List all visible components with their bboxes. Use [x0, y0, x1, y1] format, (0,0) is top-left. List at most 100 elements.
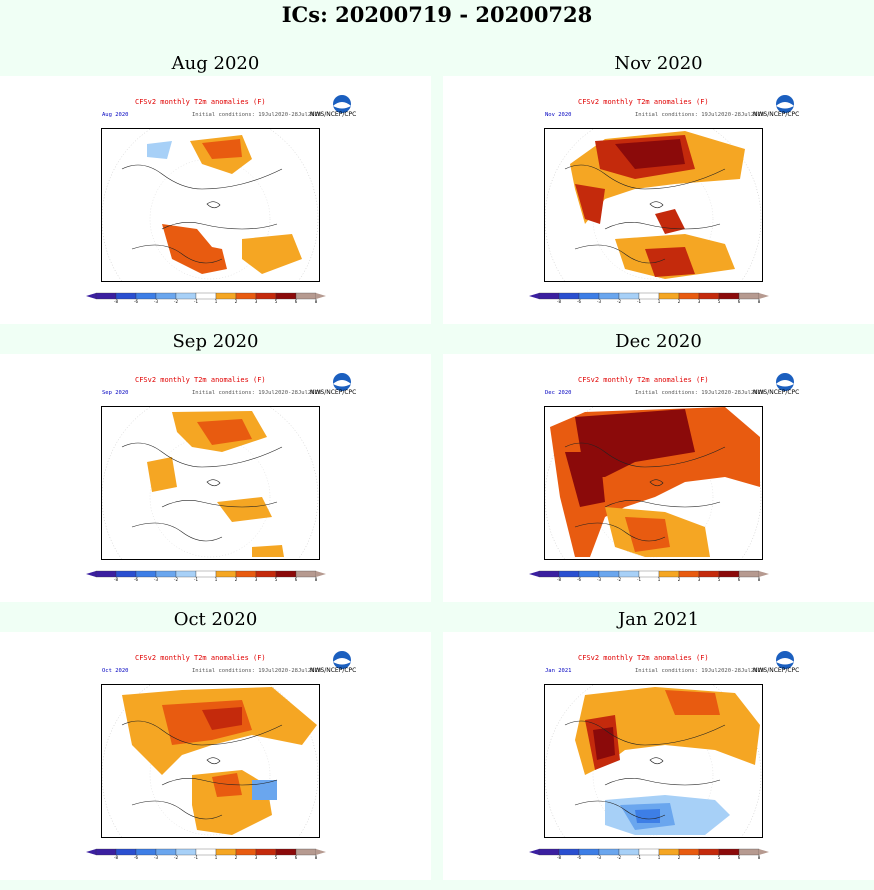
coastline	[206, 757, 221, 765]
colorbar-swatch	[235, 848, 257, 856]
colorbar-tick-label: 3	[698, 577, 701, 581]
colorbar-swatch	[738, 570, 760, 578]
colorbar-tick-label: -2	[617, 577, 621, 581]
coastline	[574, 800, 666, 820]
anomaly-region	[242, 234, 302, 274]
agency-label: NWS/NCEP/CPC	[310, 667, 357, 674]
colorbar-swatch	[135, 570, 157, 578]
colorbar-tick-label: -2	[174, 299, 178, 303]
color-scale-bar: -8 -6 -3 -2 -1 1 2 3 5 6 8	[86, 292, 326, 303]
colorbar-tick-label: 1	[215, 577, 218, 581]
panel-title: Aug 2020	[171, 53, 260, 74]
colorbar-swatch	[255, 292, 277, 300]
month-label: Sep 2020	[102, 390, 129, 396]
map-canvas	[545, 685, 762, 837]
anomaly-region	[147, 457, 177, 492]
colorbar-tick-label: -1	[637, 577, 641, 581]
colorbar-swatch	[155, 848, 177, 856]
colorbar-tick-label: 6	[295, 299, 298, 303]
coastline	[131, 244, 223, 264]
anomaly-region	[252, 780, 277, 800]
month-label: Dec 2020	[545, 390, 572, 396]
product-title: CFSv2 monthly T2m anomalies (F)	[135, 654, 266, 662]
coastline	[574, 244, 666, 264]
colorbar-swatch	[275, 292, 297, 300]
coastline	[604, 500, 721, 508]
colorbar-tick-label: 6	[738, 855, 741, 859]
map-canvas	[102, 129, 319, 281]
colorbar-swatch	[558, 292, 580, 300]
colorbar-tick-label: -2	[174, 855, 178, 859]
coastline	[564, 442, 726, 468]
colorbar-tick-label: 5	[718, 577, 721, 581]
colorbar-tick-label: 1	[658, 299, 661, 303]
colorbar-swatch	[738, 848, 760, 856]
coastline	[206, 479, 221, 487]
colorbar-swatch	[538, 848, 560, 856]
colorbar-tick-label: -8	[557, 855, 561, 859]
color-scale-bar: -8 -6 -3 -2 -1 1 2 3 5 6 8	[86, 848, 326, 859]
colorbar-swatch	[638, 292, 660, 300]
colorbar-swatch	[135, 848, 157, 856]
panel-title: Oct 2020	[173, 609, 258, 630]
initial-conditions: Initial conditions: 19Jul2020-28Jul2020	[635, 390, 765, 396]
anomaly-region	[217, 497, 272, 522]
anomaly-region	[252, 545, 284, 557]
colorbar-swatch	[95, 848, 117, 856]
colorbar-tick-label: 8	[758, 855, 761, 859]
product-title: CFSv2 monthly T2m anomalies (F)	[578, 98, 709, 106]
coastline	[206, 201, 221, 209]
product-title: CFSv2 monthly T2m anomalies (F)	[135, 98, 266, 106]
colorbar-tick-label: 1	[658, 855, 661, 859]
map-panel-nov-2020: Nov 2020 CFSv2 monthly T2m anomalies (F)…	[443, 50, 874, 324]
colorbar-tick-label: 2	[235, 855, 238, 859]
product-title: CFSv2 monthly T2m anomalies (F)	[578, 376, 709, 384]
coastline	[564, 164, 726, 190]
colorbar-arrow-left	[529, 571, 539, 577]
map-card[interactable]: CFSv2 monthly T2m anomalies (F) Dec 2020…	[443, 354, 874, 602]
colorbar-tick-label: -3	[154, 577, 158, 581]
noaa-logo-icon	[776, 373, 794, 391]
colorbar-swatch	[235, 292, 257, 300]
map-panel-oct-2020: Oct 2020 CFSv2 monthly T2m anomalies (F)…	[0, 606, 431, 880]
colorbar-swatch	[135, 292, 157, 300]
colorbar-swatch	[155, 570, 177, 578]
colorbar-swatch	[618, 570, 640, 578]
colorbar-arrow-left	[529, 849, 539, 855]
colorbar-swatch	[578, 292, 600, 300]
colorbar-arrow-left	[86, 849, 96, 855]
colorbar-swatch	[115, 848, 137, 856]
anomaly-region	[197, 419, 252, 445]
product-title: CFSv2 monthly T2m anomalies (F)	[135, 376, 266, 384]
map-canvas	[545, 129, 762, 281]
colorbar-swatch	[658, 292, 680, 300]
map-card[interactable]: CFSv2 monthly T2m anomalies (F) Nov 2020…	[443, 76, 874, 324]
colorbar-swatch	[698, 848, 720, 856]
map-card[interactable]: CFSv2 monthly T2m anomalies (F) Jan 2021…	[443, 632, 874, 880]
colorbar-tick-label: 8	[315, 577, 318, 581]
colorbar-tick-label: 1	[658, 577, 661, 581]
map-card[interactable]: CFSv2 monthly T2m anomalies (F) Oct 2020…	[0, 632, 431, 880]
colorbar-swatch	[598, 570, 620, 578]
coastline	[649, 479, 664, 487]
colorbar-swatch	[275, 570, 297, 578]
colorbar-arrow-left	[86, 571, 96, 577]
colorbar-swatch	[598, 292, 620, 300]
colorbar-tick-label: 5	[718, 855, 721, 859]
colorbar-tick-label: -8	[557, 577, 561, 581]
colorbar-arrow-left	[86, 293, 96, 299]
colorbar-swatch	[678, 292, 700, 300]
map-card[interactable]: CFSv2 monthly T2m anomalies (F) Sep 2020…	[0, 354, 431, 602]
noaa-logo-icon	[776, 95, 794, 113]
coastline	[564, 720, 726, 746]
colorbar-swatch	[195, 292, 217, 300]
colorbar-swatch	[618, 292, 640, 300]
agency-label: NWS/NCEP/CPC	[753, 667, 800, 674]
colorbar-tick-label: 8	[758, 577, 761, 581]
map-card[interactable]: CFSv2 monthly T2m anomalies (F) Aug 2020…	[0, 76, 431, 324]
colorbar-swatch	[638, 848, 660, 856]
noaa-logo-icon	[333, 651, 351, 669]
colorbar-swatch	[538, 570, 560, 578]
colorbar-tick-label: 1	[215, 855, 218, 859]
colorbar-swatch	[295, 292, 317, 300]
